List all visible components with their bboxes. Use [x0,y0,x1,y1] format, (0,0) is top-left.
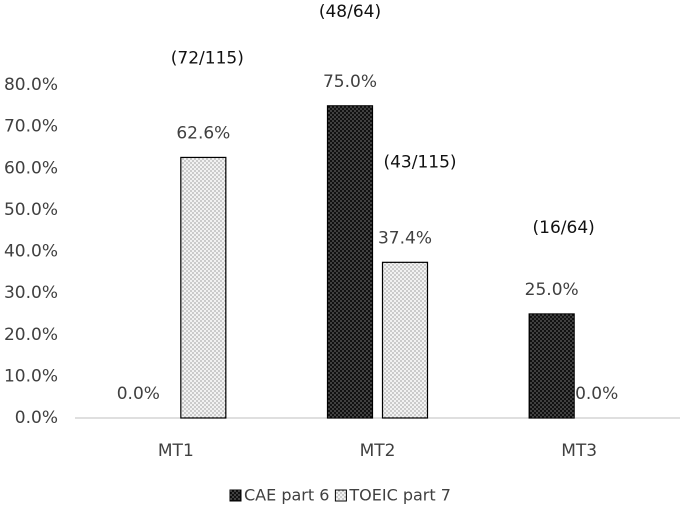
y-tick-label: 40.0% [4,242,58,262]
x-tick-label: MT1 [158,441,194,461]
value-label: 37.4% [378,228,432,248]
y-tick-label: 0.0% [15,408,58,428]
value-label: 62.6% [176,123,230,143]
value-label: 75.0% [323,72,377,92]
legend-label: TOEIC part 7 [348,486,451,505]
y-tick-label: 10.0% [4,366,58,386]
y-tick-label: 20.0% [4,325,58,345]
y-tick-label: 70.0% [4,117,58,137]
annotation: (72/115) [171,48,244,68]
value-label: 25.0% [525,280,579,300]
legend-label: CAE part 6 [244,486,329,505]
bar [528,313,575,419]
legend-swatch [229,489,242,502]
y-tick-label: 60.0% [4,158,58,178]
bar [381,261,429,419]
y-tick-label: 80.0% [4,75,58,95]
value-label: 0.0% [117,384,160,404]
y-tick-label: 30.0% [4,283,58,303]
x-tick-label: MT2 [360,441,396,461]
bar [180,156,227,419]
x-tick-label: MT3 [561,441,597,461]
annotation: (43/115) [383,152,456,172]
value-label: 0.0% [575,384,618,404]
annotation: (16/64) [533,218,595,238]
legend-swatch [334,489,347,502]
bar [326,105,374,419]
annotation: (48/64) [319,2,381,22]
y-tick-label: 50.0% [4,200,58,220]
